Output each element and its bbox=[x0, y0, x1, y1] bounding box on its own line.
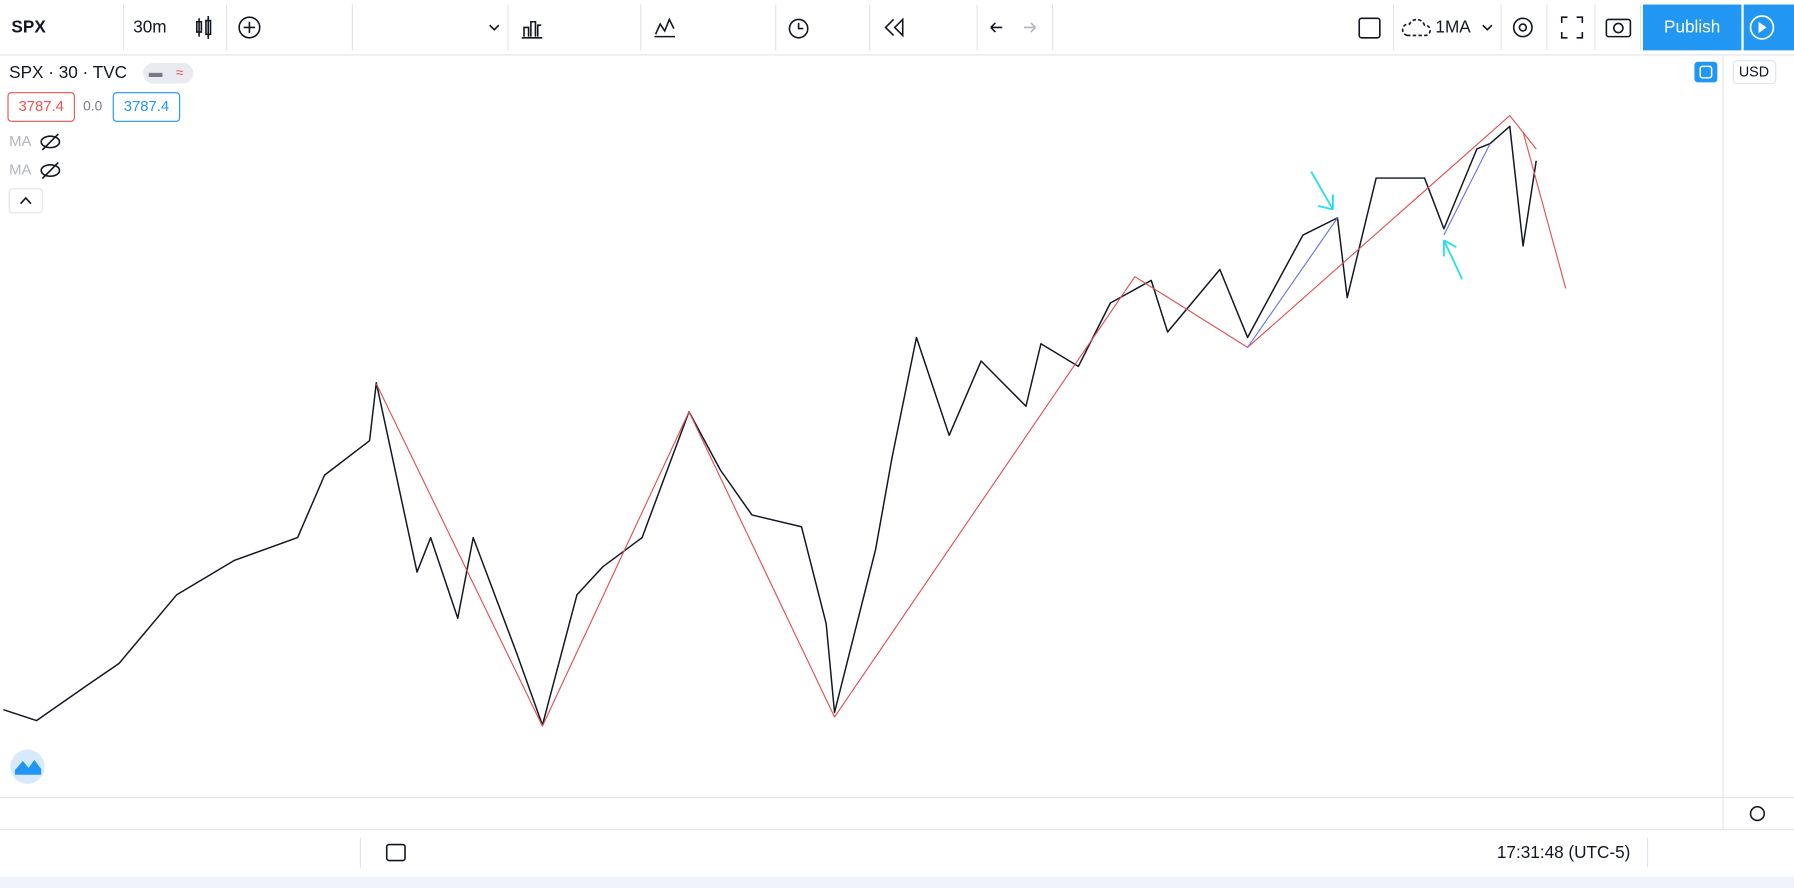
chart-type-icon[interactable] bbox=[195, 16, 212, 39]
plot bbox=[3, 115, 1567, 727]
settings-icon[interactable] bbox=[1512, 17, 1533, 38]
replay-icon bbox=[884, 17, 904, 38]
logo-mark bbox=[14, 759, 42, 775]
templates-icon bbox=[654, 17, 676, 38]
indicator[interactable]: MA bbox=[9, 162, 31, 178]
wave-line bbox=[1522, 131, 1567, 289]
wave-line bbox=[375, 115, 1537, 727]
chevron bbox=[489, 24, 500, 31]
date-range-icon[interactable] bbox=[385, 843, 406, 862]
arrows bbox=[1310, 171, 1464, 280]
gear-center bbox=[1518, 23, 1528, 32]
play bbox=[1758, 21, 1767, 34]
publish-button[interactable] bbox=[1642, 4, 1742, 51]
toggle-icon: ≈ bbox=[176, 65, 184, 80]
toolbar bbox=[0, 0, 1794, 55]
ask: 3787.4 bbox=[124, 99, 169, 115]
chevron bbox=[19, 196, 32, 205]
ask-box[interactable] bbox=[112, 92, 181, 122]
arrow bbox=[1442, 239, 1464, 280]
cloud-icon bbox=[1401, 18, 1431, 37]
eye-icon[interactable] bbox=[40, 135, 61, 149]
symbol[interactable]: SPX bbox=[11, 17, 46, 37]
stream-button[interactable] bbox=[1743, 4, 1794, 51]
bid: 3787.4 bbox=[18, 99, 63, 115]
lens bbox=[1612, 22, 1624, 34]
dividers bbox=[122, 4, 1642, 51]
redo-icon[interactable] bbox=[1023, 22, 1037, 33]
camera-icon[interactable] bbox=[1605, 18, 1632, 38]
plus bbox=[243, 21, 256, 34]
price-line bbox=[3, 125, 1537, 726]
financials-icon bbox=[521, 20, 543, 39]
currency: USD bbox=[1739, 64, 1769, 80]
bid-box[interactable] bbox=[7, 92, 75, 122]
toolbar-icons bbox=[195, 16, 1632, 39]
interval[interactable]: 30m bbox=[133, 17, 166, 37]
chevron bbox=[1482, 24, 1493, 31]
toggle-icon: ▬ bbox=[149, 65, 163, 80]
settings-icon[interactable] bbox=[1749, 805, 1766, 822]
arrow bbox=[1310, 171, 1334, 211]
currency-box[interactable] bbox=[1732, 60, 1777, 85]
eye-icon[interactable] bbox=[40, 163, 61, 178]
icon bbox=[1699, 65, 1713, 79]
spread: 0.0 bbox=[83, 99, 102, 114]
layout-icon[interactable] bbox=[1358, 17, 1381, 39]
publish-label: Publish bbox=[1664, 17, 1720, 37]
fullscreen-icon[interactable] bbox=[1560, 16, 1584, 39]
play-icon bbox=[1749, 15, 1775, 40]
clock: 17:31:48 (UTC-5) bbox=[1497, 842, 1630, 862]
eye-icons bbox=[40, 133, 61, 180]
wave-line bbox=[1247, 217, 1338, 348]
slash bbox=[41, 133, 59, 151]
wave-line bbox=[1443, 143, 1491, 236]
collapse-button[interactable] bbox=[8, 188, 43, 214]
slash bbox=[41, 161, 59, 180]
toggle[interactable] bbox=[143, 62, 194, 84]
clock-hand bbox=[797, 22, 804, 30]
compare-icon bbox=[238, 16, 261, 39]
symbol-title: SPX · 30 · TVC bbox=[9, 62, 127, 82]
layout-name[interactable]: 1MA bbox=[1435, 17, 1471, 37]
indicator[interactable]: MA bbox=[9, 134, 31, 150]
auto-scale-button[interactable] bbox=[1694, 61, 1718, 83]
price-axis bbox=[1723, 54, 1794, 798]
alert-icon bbox=[788, 18, 809, 39]
undo-icon[interactable] bbox=[990, 22, 1003, 33]
legend: SPX · 30 · TVC ▬ ≈ O3515.4H3519.9L3514.4… bbox=[7, 62, 194, 214]
bottom-strip bbox=[0, 876, 1794, 888]
